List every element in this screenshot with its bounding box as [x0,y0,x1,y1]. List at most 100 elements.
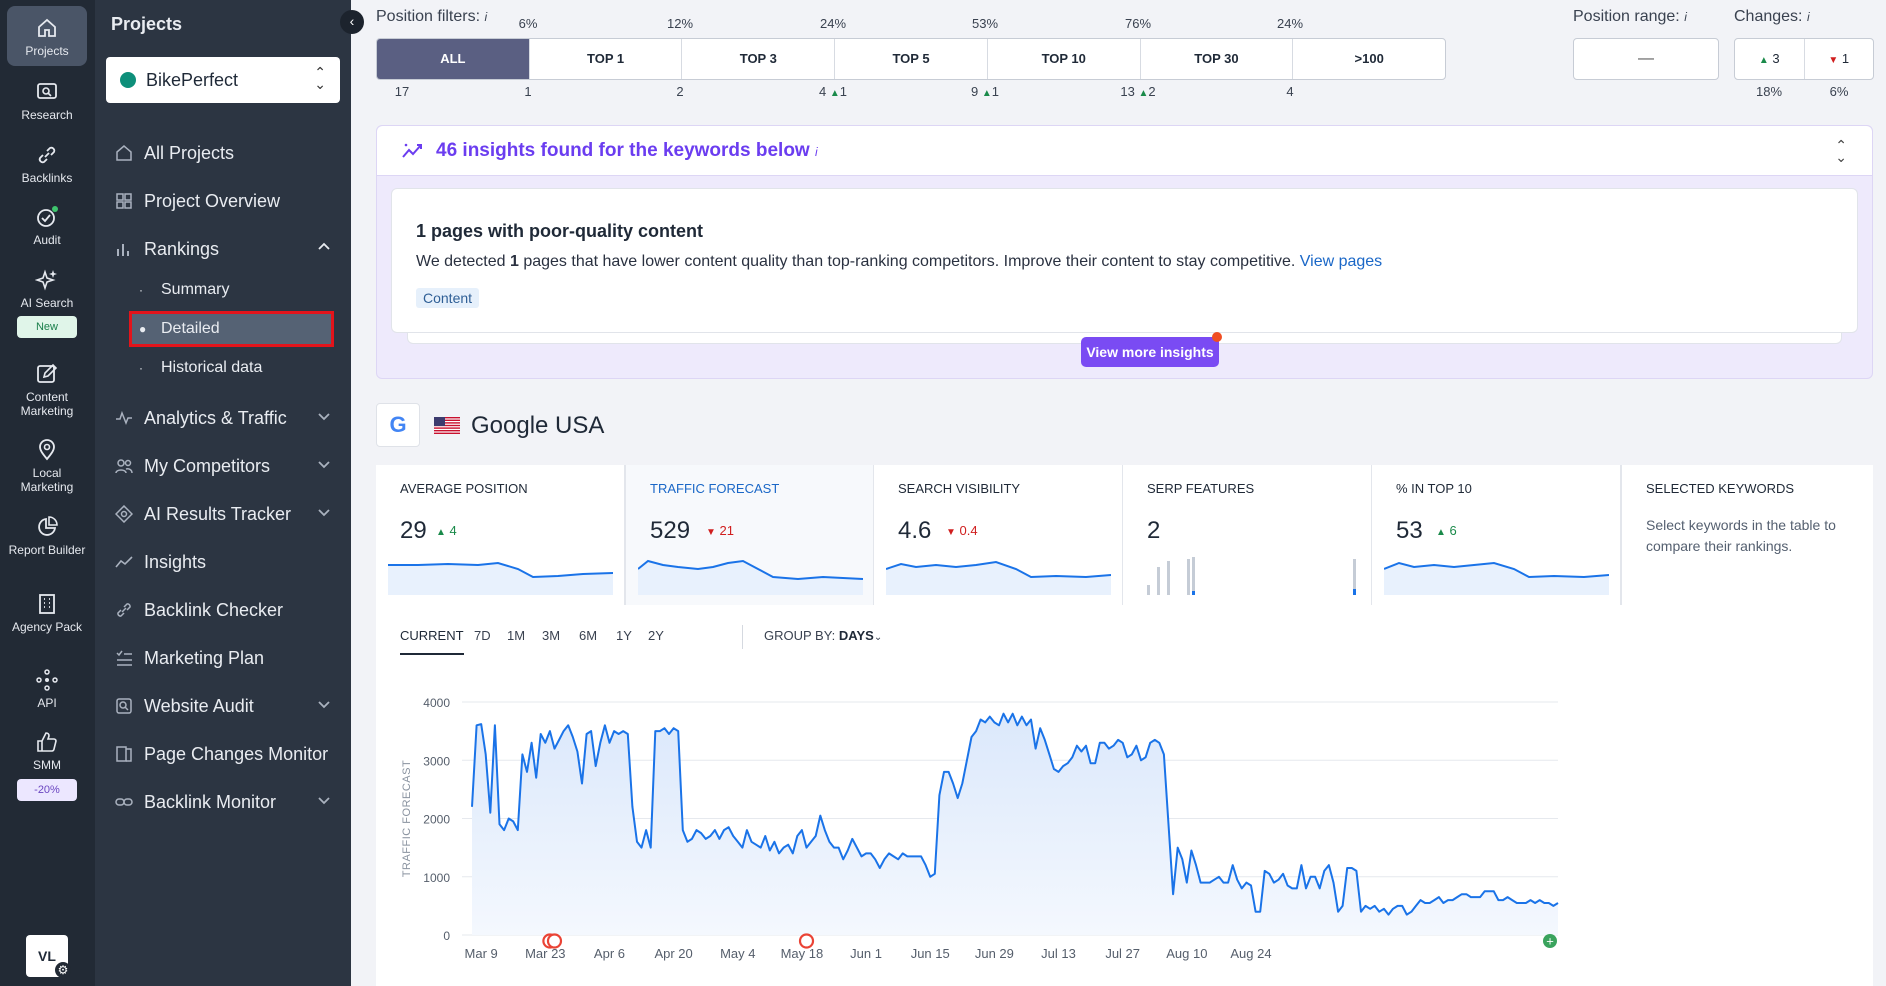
info-icon[interactable]: i [815,145,818,159]
rail-research[interactable]: Research [7,80,87,122]
changes-up-button[interactable]: ▲ 3 [1735,39,1804,79]
metric-title: TRAFFIC FORECAST [650,481,780,496]
filters-label-text: Position filters: [376,8,481,25]
sub-label: Historical data [161,359,263,376]
insights-panel: 46 insights found for the keywords below… [376,125,1873,379]
nav-analytics-traffic[interactable]: Analytics & Traffic [95,398,351,438]
metric-traffic-forecast[interactable]: TRAFFIC FORECAST 529 ▼ 21 [625,465,874,605]
x-tick-label: Jul 27 [1105,946,1140,961]
rail-api[interactable]: API [7,668,87,710]
tab-2y[interactable]: 2Y [648,628,664,643]
changes-filter: ▲ 3 ▼ 1 [1734,38,1874,80]
sub-historical-data[interactable]: · Historical data [132,353,331,383]
filter-top1[interactable]: TOP 1 [528,39,682,79]
collapse-sidebar-button[interactable]: ‹ [340,10,364,34]
info-icon[interactable]: i [484,10,488,24]
nav-website-audit[interactable]: Website Audit [95,686,351,726]
insight-tag[interactable]: Content [416,288,480,308]
insight-text: pages that have lower content quality th… [518,253,1300,270]
rail-content-marketing[interactable]: Content Marketing [7,362,87,418]
x-tick-label: May 4 [720,946,755,961]
metric-description: Select keywords in the table to compare … [1646,517,1836,554]
rail-report-builder[interactable]: Report Builder [7,515,87,557]
view-pages-link[interactable]: View pages [1299,253,1383,270]
insights-title: 46 insights found for the keywords below… [436,140,818,162]
filter-pct: 6% [518,16,538,31]
filter-over100[interactable]: >100 [1292,39,1445,79]
nav-project-overview[interactable]: Project Overview [95,181,351,221]
metric-average-position[interactable]: AVERAGE POSITION 29 ▲ 4 [376,465,625,605]
tab-3m[interactable]: 3M [542,628,561,643]
rail-projects[interactable]: Projects [7,6,87,66]
count-change: 2 [1148,84,1156,99]
edit-icon [37,363,58,383]
rail-audit[interactable]: Audit [7,205,87,247]
up-arrow-icon: ▲ [436,527,446,538]
up-arrow-icon: ▲ [1758,55,1769,66]
rail-backlinks[interactable]: Backlinks [7,143,87,185]
metric-delta-value: 6 [1449,523,1457,538]
info-icon[interactable]: i [1806,10,1810,24]
view-more-insights-button[interactable]: View more insights [1081,337,1219,367]
filter-top5[interactable]: TOP 5 [834,39,987,79]
filter-top30[interactable]: TOP 30 [1139,39,1293,79]
group-by-label: GROUP BY: [764,628,836,643]
tab-current[interactable]: CURRENT [400,628,464,655]
metric-serp-features[interactable]: SERP FEATURES 2 [1123,465,1372,605]
changes-down-button[interactable]: ▼ 1 [1803,39,1874,79]
metric-search-visibility[interactable]: SEARCH VISIBILITY 4.6 ▼ 0.4 [874,465,1123,605]
google-logo-icon[interactable]: G [376,403,420,447]
group-by-value: DAYS [838,628,874,643]
settings-gear-icon[interactable]: ⚙ [55,962,71,978]
filter-top3[interactable]: TOP 3 [681,39,834,79]
x-tick-label: Jul 13 [1041,946,1076,961]
nav-page-changes-monitor[interactable]: Page Changes Monitor [95,734,351,774]
metric-pct-in-top10[interactable]: % IN TOP 10 53 ▲ 6 [1372,465,1621,605]
nav-insights[interactable]: Insights [95,542,351,582]
filter-top10[interactable]: TOP 10 [986,39,1140,79]
metric-delta-value: 0.4 [959,523,978,538]
project-sidebar: Projects BikePerfect ⌃ ⌄ All Projects Pro… [95,0,351,986]
nav-marketing-plan[interactable]: Marketing Plan [95,638,351,678]
google-update-marker-icon [546,933,563,949]
traffic-forecast-chart: 0 1000 2000 3000 4000 TRAFFIC FORECAST Mar 9 Ma… [401,696,1559,961]
series-area [472,713,1558,935]
expand-toggle-icon[interactable]: ⌃ ⌄ [1835,137,1847,165]
filter-count: 4 ▲1 [757,84,909,99]
rail-smm[interactable]: SMM [7,730,87,772]
sub-label: Detailed [161,320,220,337]
sub-detailed[interactable]: ● Detailed [129,311,334,347]
nav-all-projects[interactable]: All Projects [95,133,351,173]
nav-backlink-monitor[interactable]: Backlink Monitor [95,782,351,822]
main-content: Position filters: i 6% 12% 24% 53% 76% 2… [351,0,1886,986]
insight-count: 1 [509,253,519,270]
filter-count: 2 [604,84,756,99]
nav-rankings[interactable]: Rankings [95,229,351,269]
count-value: 1 [524,84,532,99]
rail-ai-search[interactable]: AI Search [7,268,87,310]
tab-1m[interactable]: 1M [507,628,526,643]
sub-summary[interactable]: · Summary [132,275,331,305]
metric-value: 529 [650,517,691,544]
bullet-icon: · [139,283,143,297]
pulse-icon [116,410,132,426]
rail-label: Local Marketing [20,466,74,494]
info-icon[interactable]: i [1684,10,1687,24]
nav-label: Backlink Checker [144,600,284,620]
insights-header[interactable]: 46 insights found for the keywords below… [377,126,1872,176]
rail-local-marketing[interactable]: Local Marketing [7,438,87,494]
rail-agency-pack[interactable]: Agency Pack [7,592,87,634]
group-by-dropdown[interactable]: GROUP BY: DAYS⌄ [764,628,882,643]
project-selector[interactable]: BikePerfect ⌃ ⌄ [106,57,340,103]
us-flag-icon [434,417,460,434]
nav-my-competitors[interactable]: My Competitors [95,446,351,486]
filter-all[interactable]: ALL [377,39,529,79]
tab-1y[interactable]: 1Y [616,628,632,643]
nav-backlink-checker[interactable]: Backlink Checker [95,590,351,630]
position-range-input[interactable]: — [1573,38,1719,80]
nav-ai-results-tracker[interactable]: AI Results Tracker [95,494,351,534]
google-update-marker-icon [798,933,815,949]
tab-7d[interactable]: 7D [474,628,491,643]
x-tick-label: Jun 1 [850,946,882,961]
tab-6m[interactable]: 6M [579,628,598,643]
